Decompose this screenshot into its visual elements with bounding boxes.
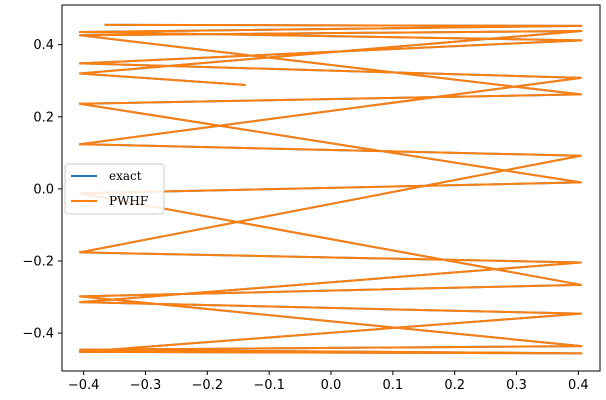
- legend: exact PWHF: [64, 163, 165, 215]
- y-tick-label: 0.4: [33, 38, 54, 53]
- x-tick-label: 0.1: [382, 378, 403, 393]
- legend-label-exact: exact: [109, 169, 142, 183]
- x-tick-label: 0.2: [444, 378, 465, 393]
- y-tick-label: −0.2: [22, 255, 54, 270]
- y-tick-label: −0.4: [22, 327, 54, 342]
- y-tick-label: 0.2: [33, 110, 54, 125]
- x-axis: −0.4 −0.3 −0.2 −0.1 0.0 0.1 0.2 0.3 0.4: [68, 371, 589, 393]
- y-tick-label: 0.0: [33, 182, 54, 197]
- series-layer: [78, 23, 583, 355]
- series-line-pwhf: [78, 23, 583, 355]
- x-tick-label: 0.3: [506, 378, 527, 393]
- x-tick-label: 0.0: [321, 378, 342, 393]
- legend-label-pwhf: PWHF: [109, 194, 148, 208]
- x-tick-label: −0.3: [130, 378, 162, 393]
- x-tick-label: −0.2: [192, 378, 224, 393]
- x-tick-label: −0.4: [68, 378, 100, 393]
- y-axis: −0.4 −0.2 0.0 0.2 0.4: [22, 38, 62, 342]
- x-tick-label: −0.1: [253, 378, 285, 393]
- x-tick-label: 0.4: [568, 378, 589, 393]
